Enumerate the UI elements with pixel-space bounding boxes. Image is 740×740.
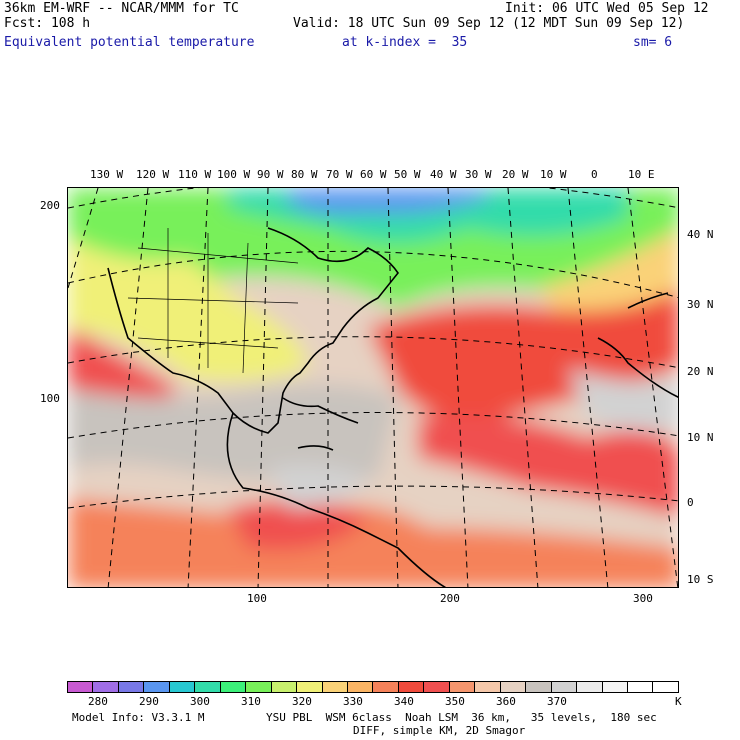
color-swatch: [220, 682, 247, 692]
grid-x-label: 100: [247, 592, 267, 605]
valid-time: Valid: 18 UTC Sun 09 Sep 12 (12 MDT Sun …: [293, 16, 685, 31]
color-swatch: [449, 682, 476, 692]
lat-label: 10 S: [687, 573, 714, 586]
lon-label: 80 W: [291, 168, 318, 181]
color-swatch: [144, 682, 170, 692]
lon-label: 130 W: [90, 168, 124, 181]
color-swatch: [373, 682, 399, 692]
lon-label: 50 W: [394, 168, 421, 181]
forecast-hour: Fcst: 108 h: [4, 16, 91, 31]
temperature-field: [68, 188, 678, 587]
color-swatch: [424, 682, 450, 692]
lon-label: 100 W: [217, 168, 251, 181]
lon-label: 30 W: [465, 168, 492, 181]
lon-label: 60 W: [360, 168, 387, 181]
smoothing: sm= 6: [633, 35, 673, 50]
color-bar-label: 280: [88, 695, 108, 708]
color-swatch: [322, 682, 348, 692]
lon-label: 40 W: [430, 168, 457, 181]
lat-label: 30 N: [687, 298, 714, 311]
color-swatch: [118, 682, 145, 692]
color-swatch: [169, 682, 196, 692]
theta-e-map: [67, 187, 679, 588]
color-bar-label: 300: [190, 695, 210, 708]
lon-label: 10 W: [540, 168, 567, 181]
lon-label: 110 W: [178, 168, 212, 181]
color-swatch: [551, 682, 578, 692]
lat-label: 0: [687, 496, 694, 509]
lon-label: 120 W: [136, 168, 170, 181]
lon-label: 90 W: [257, 168, 284, 181]
color-swatch: [653, 682, 678, 692]
color-bar: [67, 681, 679, 693]
lat-label: 10 N: [687, 431, 714, 444]
color-bar-label: 320: [292, 695, 312, 708]
color-swatch: [526, 682, 552, 692]
lon-label: 0: [591, 168, 598, 181]
color-swatch: [93, 682, 119, 692]
color-swatch: [398, 682, 425, 692]
physics-info: YSU PBL WSM 6class Noah LSM 36 km, 35 le…: [266, 711, 657, 724]
lon-label: 10 E: [628, 168, 655, 181]
map-canvas: [68, 188, 678, 587]
model-info: Model Info: V3.3.1 M: [72, 711, 205, 724]
grid-y-label: 200: [40, 199, 60, 212]
color-bar-label: 360: [496, 695, 516, 708]
level-index: at k-index = 35: [342, 35, 468, 50]
color-bar-label: 290: [139, 695, 159, 708]
color-swatch: [195, 682, 221, 692]
coastlines: [107, 227, 678, 587]
diffusion-info: DIFF, simple KM, 2D Smagor: [353, 724, 526, 737]
color-swatch: [246, 682, 272, 692]
color-bar-label: 310: [241, 695, 261, 708]
color-bar-unit: K: [675, 695, 682, 708]
grid-x-label: 200: [440, 592, 460, 605]
lon-label: 20 W: [502, 168, 529, 181]
state-borders: [127, 228, 299, 374]
color-swatch: [475, 682, 501, 692]
color-swatch: [347, 682, 374, 692]
init-time: Init: 06 UTC Wed 05 Sep 12: [505, 1, 709, 16]
color-swatch: [602, 682, 628, 692]
model-title: 36km EM-WRF -- NCAR/MMM for TC: [4, 1, 239, 16]
color-bar-label: 370: [547, 695, 567, 708]
color-bar-label: 340: [394, 695, 414, 708]
lon-label: 70 W: [326, 168, 353, 181]
color-swatch: [627, 682, 654, 692]
grid-y-label: 100: [40, 392, 60, 405]
color-bar-label: 330: [343, 695, 363, 708]
lat-label: 40 N: [687, 228, 714, 241]
graticule: [68, 188, 678, 587]
color-bar-label: 350: [445, 695, 465, 708]
color-swatch: [577, 682, 603, 692]
color-swatch: [68, 682, 94, 692]
color-swatch: [500, 682, 527, 692]
color-swatch: [271, 682, 298, 692]
grid-x-label: 300: [633, 592, 653, 605]
color-swatch: [297, 682, 323, 692]
lat-label: 20 N: [687, 365, 714, 378]
field-name: Equivalent potential temperature: [4, 35, 255, 50]
